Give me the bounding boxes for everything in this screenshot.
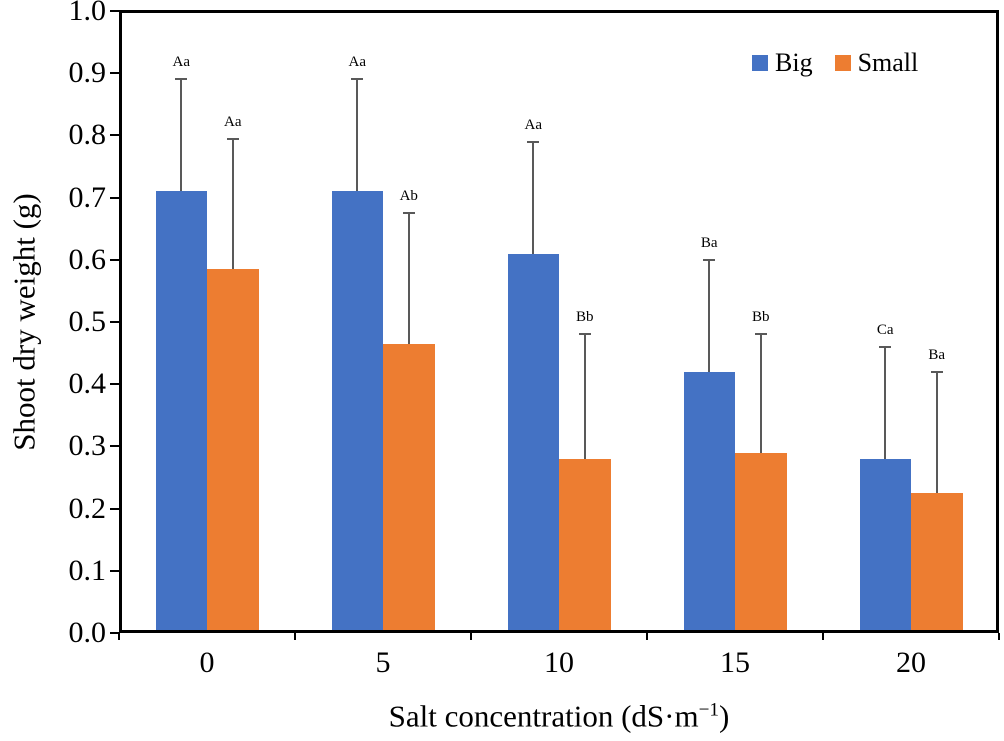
legend-label-small: Small [857,48,919,77]
bar-big-1 [331,191,383,630]
y-tick-label-0.9: 0.9 [68,56,107,90]
x-axis-title-superscript: −1 [698,699,720,721]
y-tick-0.2 [110,507,119,510]
y-tick-0.0 [110,632,119,634]
y-tick-label-0.0: 0.0 [68,616,107,649]
bar-small-1 [383,343,435,630]
sig-label-small-3: Bb [751,309,770,326]
x-tick-0 [118,633,120,640]
y-tick-label-0.3: 0.3 [68,429,107,463]
x-tick-2 [470,633,472,640]
y-tick-0.1 [110,569,119,572]
sig-label-big-2: Aa [524,116,543,133]
error-bar-cap-big-3 [703,258,716,261]
y-tick-label-0.1: 0.1 [68,553,107,587]
bar-small-2 [559,458,611,630]
error-bar-cap-small-4 [930,370,943,373]
sig-label-big-3: Ba [700,234,718,251]
x-tick-4 [822,633,824,640]
error-bar-cap-big-1 [351,78,364,81]
error-bar-small-1 [407,213,410,344]
sig-label-big-0: Aa [172,54,191,71]
error-bar-big-0 [180,79,183,192]
legend-swatch-small-icon [834,55,851,71]
y-tick-label-1.0: 1.0 [68,0,107,27]
y-tick-0.3 [110,445,119,448]
error-bar-cap-small-2 [578,333,591,336]
y-tick-label-0.8: 0.8 [68,118,107,152]
y-tick-label-0.4: 0.4 [68,367,107,401]
bar-big-2 [507,253,559,630]
error-bar-big-2 [532,141,535,254]
y-axis-title: Shoot dry weight (g) [6,193,42,451]
y-tick-label-0.7: 0.7 [68,180,107,214]
x-tick-1 [294,633,296,640]
sig-label-small-1: Ab [399,188,418,205]
y-tick-1.0 [110,10,119,12]
sig-label-big-1: Aa [348,54,367,71]
error-bar-big-1 [356,79,359,192]
y-tick-0.4 [110,383,119,386]
bar-small-3 [735,452,787,630]
sig-label-small-2: Bb [575,309,594,326]
sig-label-small-0: Aa [224,113,242,130]
legend-label-big: Big [775,48,813,77]
bar-big-0 [155,191,207,630]
sig-label-big-4: Ca [876,321,894,338]
error-bar-small-0 [231,138,234,270]
y-tick-0.7 [110,196,119,199]
error-bar-small-4 [935,371,938,494]
error-bar-big-3 [708,259,711,372]
y-tick-0.8 [110,134,119,137]
x-tick-label-0: 0 [199,646,215,679]
error-bar-small-2 [583,334,586,459]
x-tick-label-15: 15 [720,646,750,679]
error-bar-cap-big-0 [175,78,188,81]
x-tick-5 [998,633,1000,640]
y-tick-0.6 [110,258,119,261]
error-bar-cap-small-3 [754,333,767,336]
x-axis-title-close-paren: ) [719,698,730,734]
error-bar-big-4 [884,346,887,459]
error-bar-cap-small-1 [402,212,415,215]
legend: Big Small [752,50,918,76]
y-tick-label-0.5: 0.5 [68,305,107,338]
bar-small-4 [911,493,963,630]
legend-swatch-big-icon [752,55,768,71]
x-axis-title: Salt concentration (dS·m−1) [389,700,730,731]
bar-big-4 [859,458,911,630]
x-tick-label-5: 5 [375,646,391,679]
y-tick-label-0.2: 0.2 [68,491,107,525]
error-bar-cap-big-4 [879,345,892,348]
y-tick-0.5 [110,321,119,323]
x-tick-label-20: 20 [896,646,926,679]
bar-big-3 [683,371,735,630]
y-tick-label-0.6: 0.6 [68,242,107,276]
y-tick-0.9 [110,72,119,75]
error-bar-cap-big-2 [527,140,540,143]
error-bar-cap-small-0 [226,137,239,140]
x-tick-label-10: 10 [544,646,574,679]
x-axis-title-text: Salt concentration (dS·m [388,698,699,734]
legend-item-big: Big [752,50,813,76]
x-tick-3 [646,633,648,640]
bar-small-0 [207,269,259,630]
legend-item-small: Small [834,48,919,77]
sig-label-small-4: Ba [928,346,946,363]
error-bar-small-3 [759,334,762,453]
